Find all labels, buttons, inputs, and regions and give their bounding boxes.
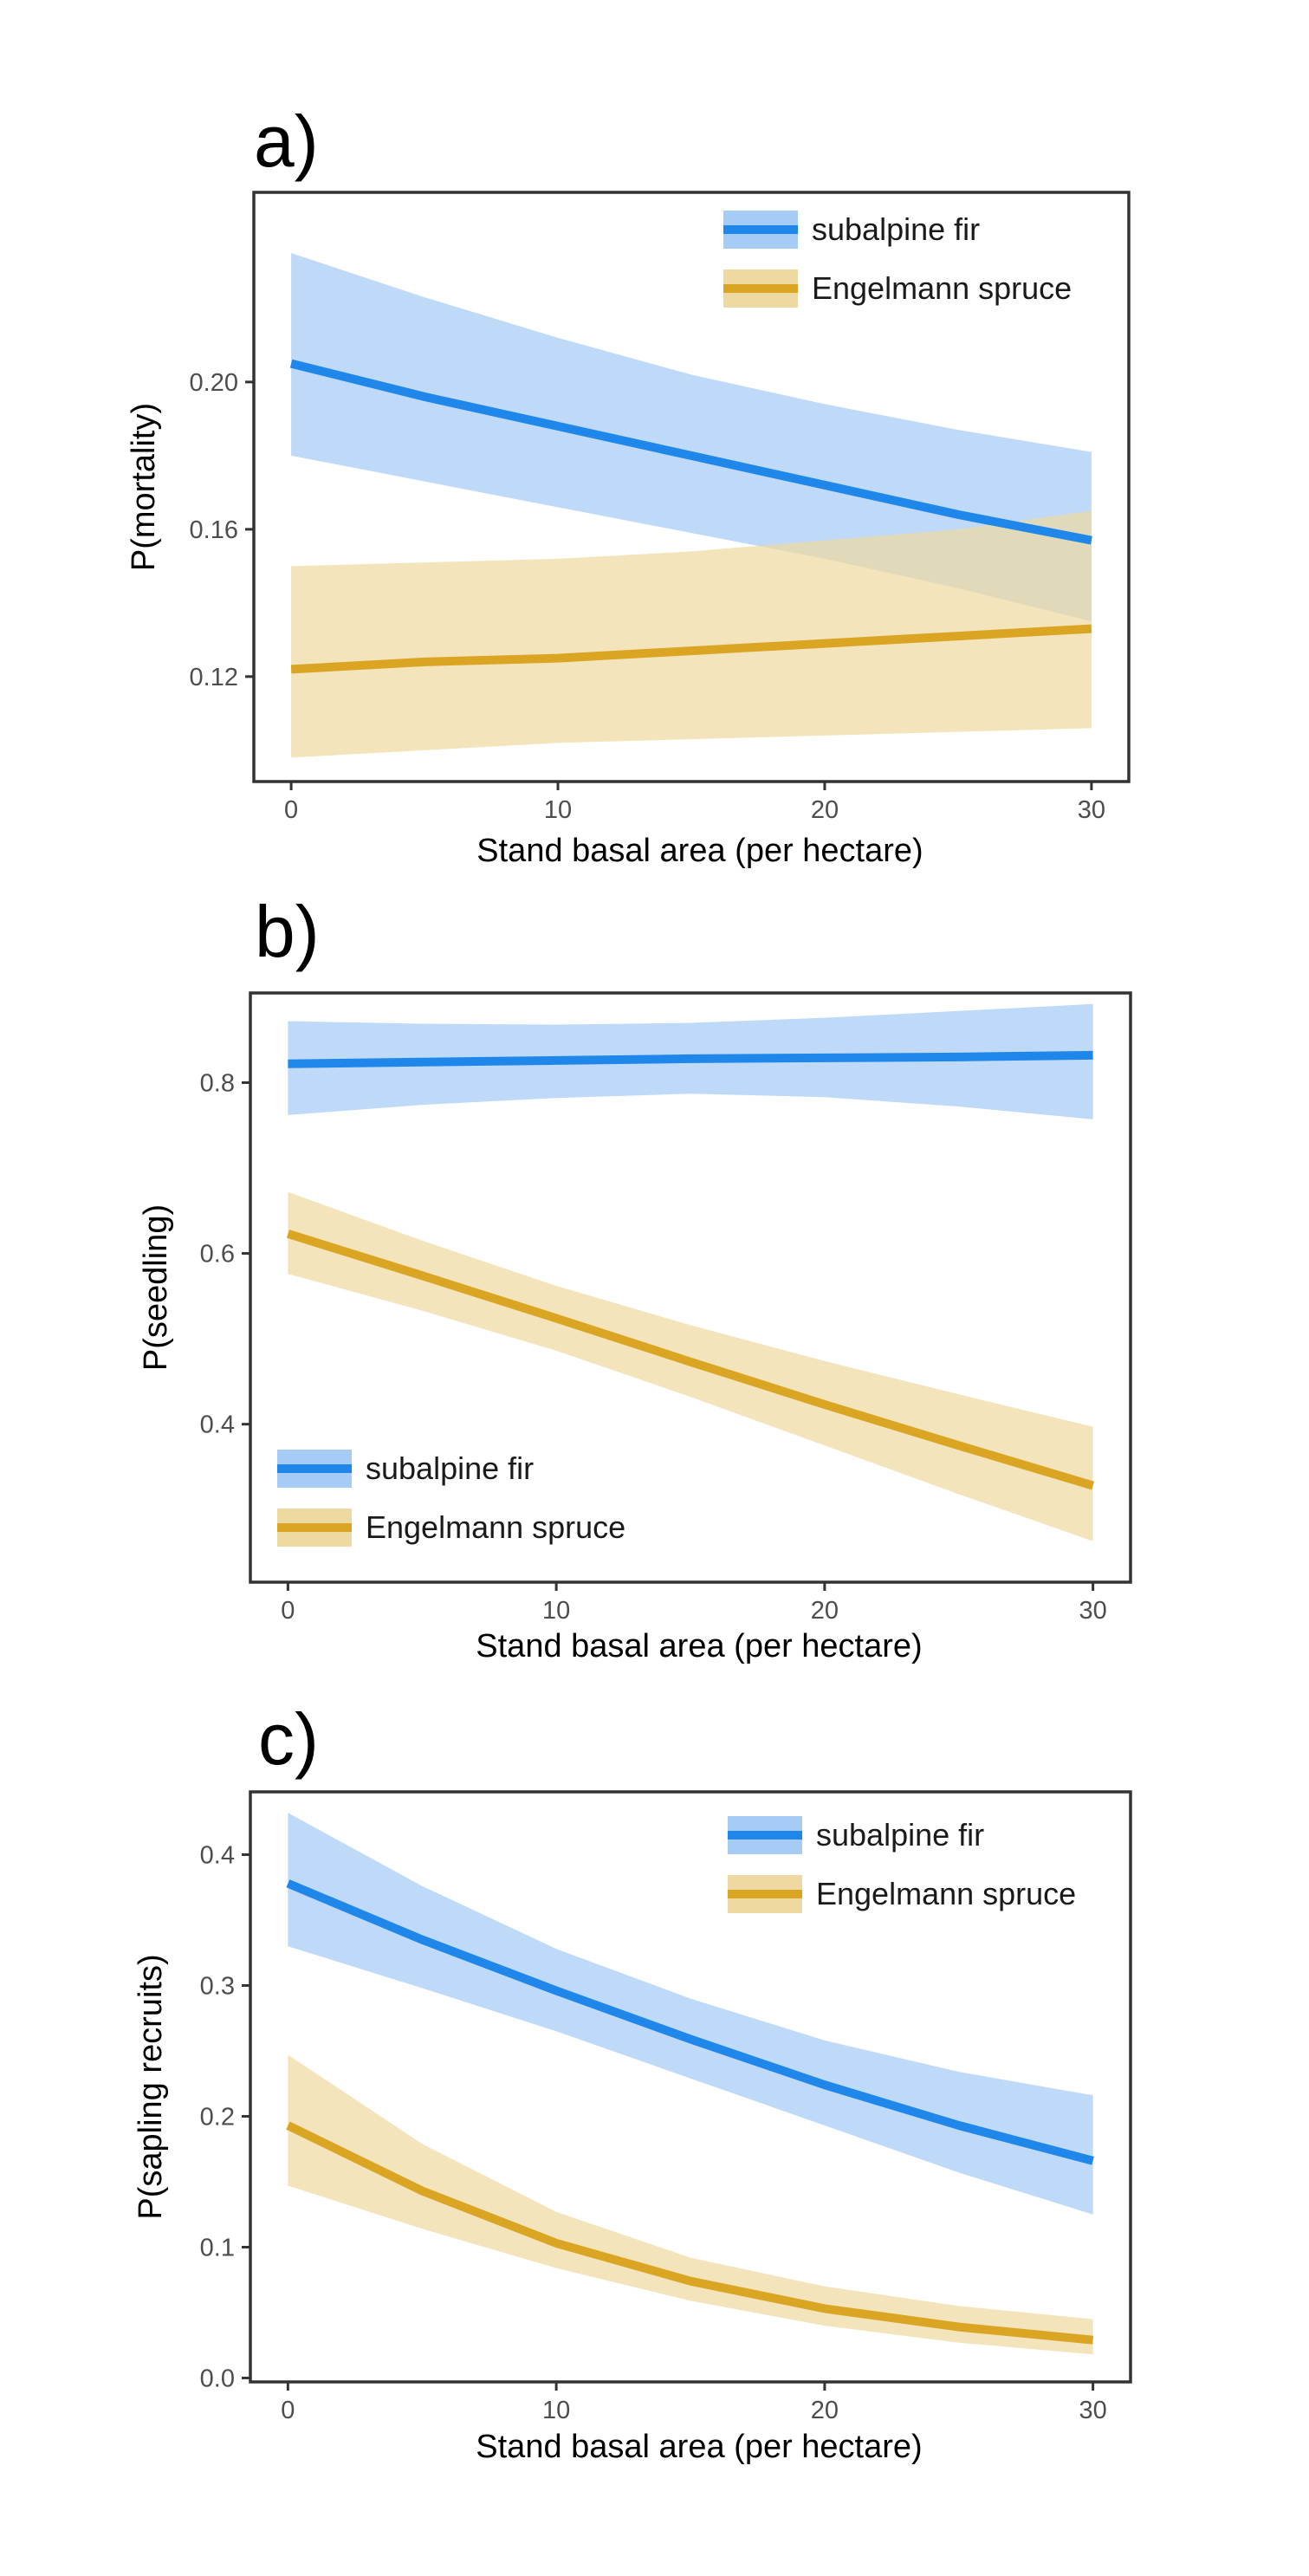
ci-band-subalpine-fir (291, 253, 1092, 622)
legend: subalpine fir Engelmann spruce (723, 211, 1072, 308)
x-axis-title: Stand basal area (per hectare) (476, 1628, 922, 1664)
x-tick-label: 10 (542, 2397, 570, 2424)
panel-c: 0 10 20 30 0.0 0.1 0.2 0.3 0.4 Stand basal area (… (133, 1698, 1132, 2465)
y-axis-title: P(seedling) (138, 1204, 174, 1371)
x-tick-label: 20 (811, 1597, 839, 1625)
y-tick-label: 0.3 (200, 1972, 235, 2000)
legend: subalpine fir Engelmann spruce (277, 1450, 625, 1547)
x-axis-title: Stand basal area (per hectare) (476, 833, 923, 869)
series-line-engelmann-spruce (286, 1230, 1095, 1490)
y-tick-label: 0.6 (200, 1241, 235, 1269)
x-axis-title: Stand basal area (per hectare) (476, 2429, 922, 2465)
x-tick-label: 20 (811, 796, 839, 824)
series-line-subalpine-fir (289, 359, 1092, 545)
y-tick-label: 0.4 (200, 1411, 235, 1439)
plot-area (289, 253, 1092, 758)
legend-label-engelmann-spruce: Engelmann spruce (816, 1876, 1076, 1911)
series-line-engelmann-spruce (290, 624, 1092, 674)
series-line-engelmann-spruce (286, 2121, 1094, 2345)
x-tick-label: 0 (281, 1597, 295, 1625)
legend: subalpine fir Engelmann spruce (728, 1816, 1076, 1913)
y-tick-label: 0.0 (200, 2365, 235, 2392)
plot-frame (249, 1790, 1132, 2384)
x-tick-label: 10 (542, 1597, 570, 1625)
legend-label-engelmann-spruce: Engelmann spruce (812, 270, 1072, 306)
y-tick-label: 0.16 (190, 516, 238, 544)
x-tick-label: 30 (1079, 1597, 1107, 1625)
ci-band-subalpine-fir (288, 1813, 1093, 2215)
y-tick-label: 0.4 (200, 1841, 235, 1869)
y-tick-label: 0.12 (190, 664, 238, 691)
legend-label-subalpine-fir: subalpine fir (366, 1450, 534, 1486)
y-axis-title: P(mortality) (126, 403, 162, 571)
y-axis-title: P(sapling recruits) (133, 1954, 169, 2219)
x-tick-label: 0 (281, 2397, 295, 2424)
x-tick-label: 30 (1079, 2397, 1107, 2424)
legend-label-subalpine-fir: subalpine fir (816, 1817, 984, 1853)
y-tick-label: 0.2 (200, 2103, 235, 2131)
y-tick-label: 0.20 (190, 369, 238, 397)
x-tick-label: 30 (1078, 796, 1105, 824)
plot-area (286, 1813, 1094, 2355)
series-line-subalpine-fir (286, 1879, 1094, 2165)
x-tick-label: 10 (544, 796, 572, 824)
legend-label-engelmann-spruce: Engelmann spruce (366, 1509, 625, 1545)
panel-b: 0 10 20 30 0.4 0.6 0.8 Stand basal area (per he… (138, 891, 1132, 1664)
panel-label: a) (254, 101, 319, 182)
legend-label-subalpine-fir: subalpine fir (812, 211, 980, 247)
x-tick-label: 20 (811, 2397, 839, 2424)
ci-band-engelmann-spruce (291, 510, 1092, 758)
panel-a: 0 10 20 30 0.12 0.16 0.20 Stand basal area (per… (126, 101, 1131, 869)
plot-area (286, 1003, 1095, 1541)
ci-band-engelmann-spruce (288, 1191, 1093, 1541)
panel-label: b) (255, 891, 320, 972)
y-tick-label: 0.1 (200, 2234, 235, 2261)
y-tick-label: 0.8 (200, 1069, 235, 1097)
series-line-subalpine-fir (288, 1050, 1093, 1068)
panel-label: c) (258, 1698, 319, 1780)
plot-frame (252, 191, 1131, 783)
plot-frame (249, 991, 1132, 1584)
x-tick-label: 0 (284, 796, 298, 824)
